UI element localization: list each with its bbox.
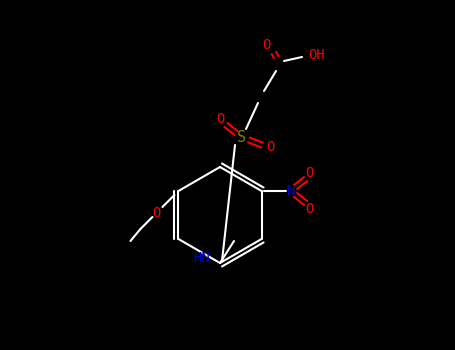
Text: O: O xyxy=(266,140,274,154)
Text: OH: OH xyxy=(308,48,325,62)
Text: O: O xyxy=(305,202,314,216)
Text: O: O xyxy=(216,112,224,126)
Text: S: S xyxy=(238,130,247,145)
Text: N: N xyxy=(288,184,296,198)
Text: O: O xyxy=(152,206,161,220)
Text: O: O xyxy=(262,38,270,52)
Text: O: O xyxy=(305,166,314,180)
Text: HN: HN xyxy=(194,251,210,265)
